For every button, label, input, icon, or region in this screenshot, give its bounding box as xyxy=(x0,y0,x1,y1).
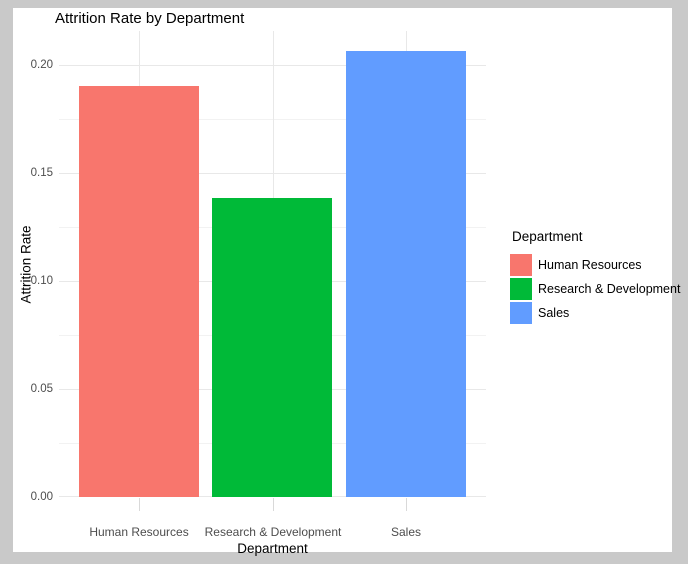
legend-swatch xyxy=(510,254,532,276)
plot-canvas: Attrition Rate by Department 0.00 0.05 0.1… xyxy=(13,8,680,556)
y-tick-label: 0.10 xyxy=(30,275,53,287)
bar-human-resources xyxy=(79,86,199,497)
bar-research-development xyxy=(212,198,332,497)
legend: Department Human Resources Research & Dev… xyxy=(510,229,680,326)
legend-item: Sales xyxy=(510,302,675,324)
x-tick-label: Sales xyxy=(390,525,422,539)
x-axis-title: Department xyxy=(237,541,308,556)
plot-panel xyxy=(59,31,486,497)
x-tick xyxy=(139,498,140,511)
legend-label: Human Resources xyxy=(538,258,642,272)
y-tick-label: 0.20 xyxy=(30,59,53,71)
y-axis-tick-labels: 0.00 0.05 0.10 0.15 0.20 xyxy=(13,8,53,552)
y-tick-label: 0.15 xyxy=(30,167,53,179)
x-tick xyxy=(273,498,274,511)
legend-entries: Human Resources Research & Development Sal… xyxy=(510,254,680,324)
x-tick-label: Research & Development xyxy=(204,525,342,539)
legend-title: Department xyxy=(512,229,583,244)
legend-label: Research & Development xyxy=(538,282,681,296)
gridline-major xyxy=(59,65,486,66)
chart-title: Attrition Rate by Department xyxy=(55,10,245,27)
gridline-major xyxy=(59,173,486,174)
y-axis-title: Attrition Rate xyxy=(18,225,34,304)
y-tick-label: 0.00 xyxy=(30,491,53,503)
bar-sales xyxy=(346,51,466,497)
legend-swatch xyxy=(510,302,532,324)
legend-swatch xyxy=(510,278,532,300)
legend-label: Sales xyxy=(538,306,570,320)
gridline-minor xyxy=(59,119,486,120)
x-tick-label: Human Resources xyxy=(89,525,189,539)
x-tick xyxy=(406,498,407,511)
legend-item: Research & Development xyxy=(510,278,680,300)
legend-item: Human Resources xyxy=(510,254,675,276)
y-tick-label: 0.05 xyxy=(30,383,53,395)
